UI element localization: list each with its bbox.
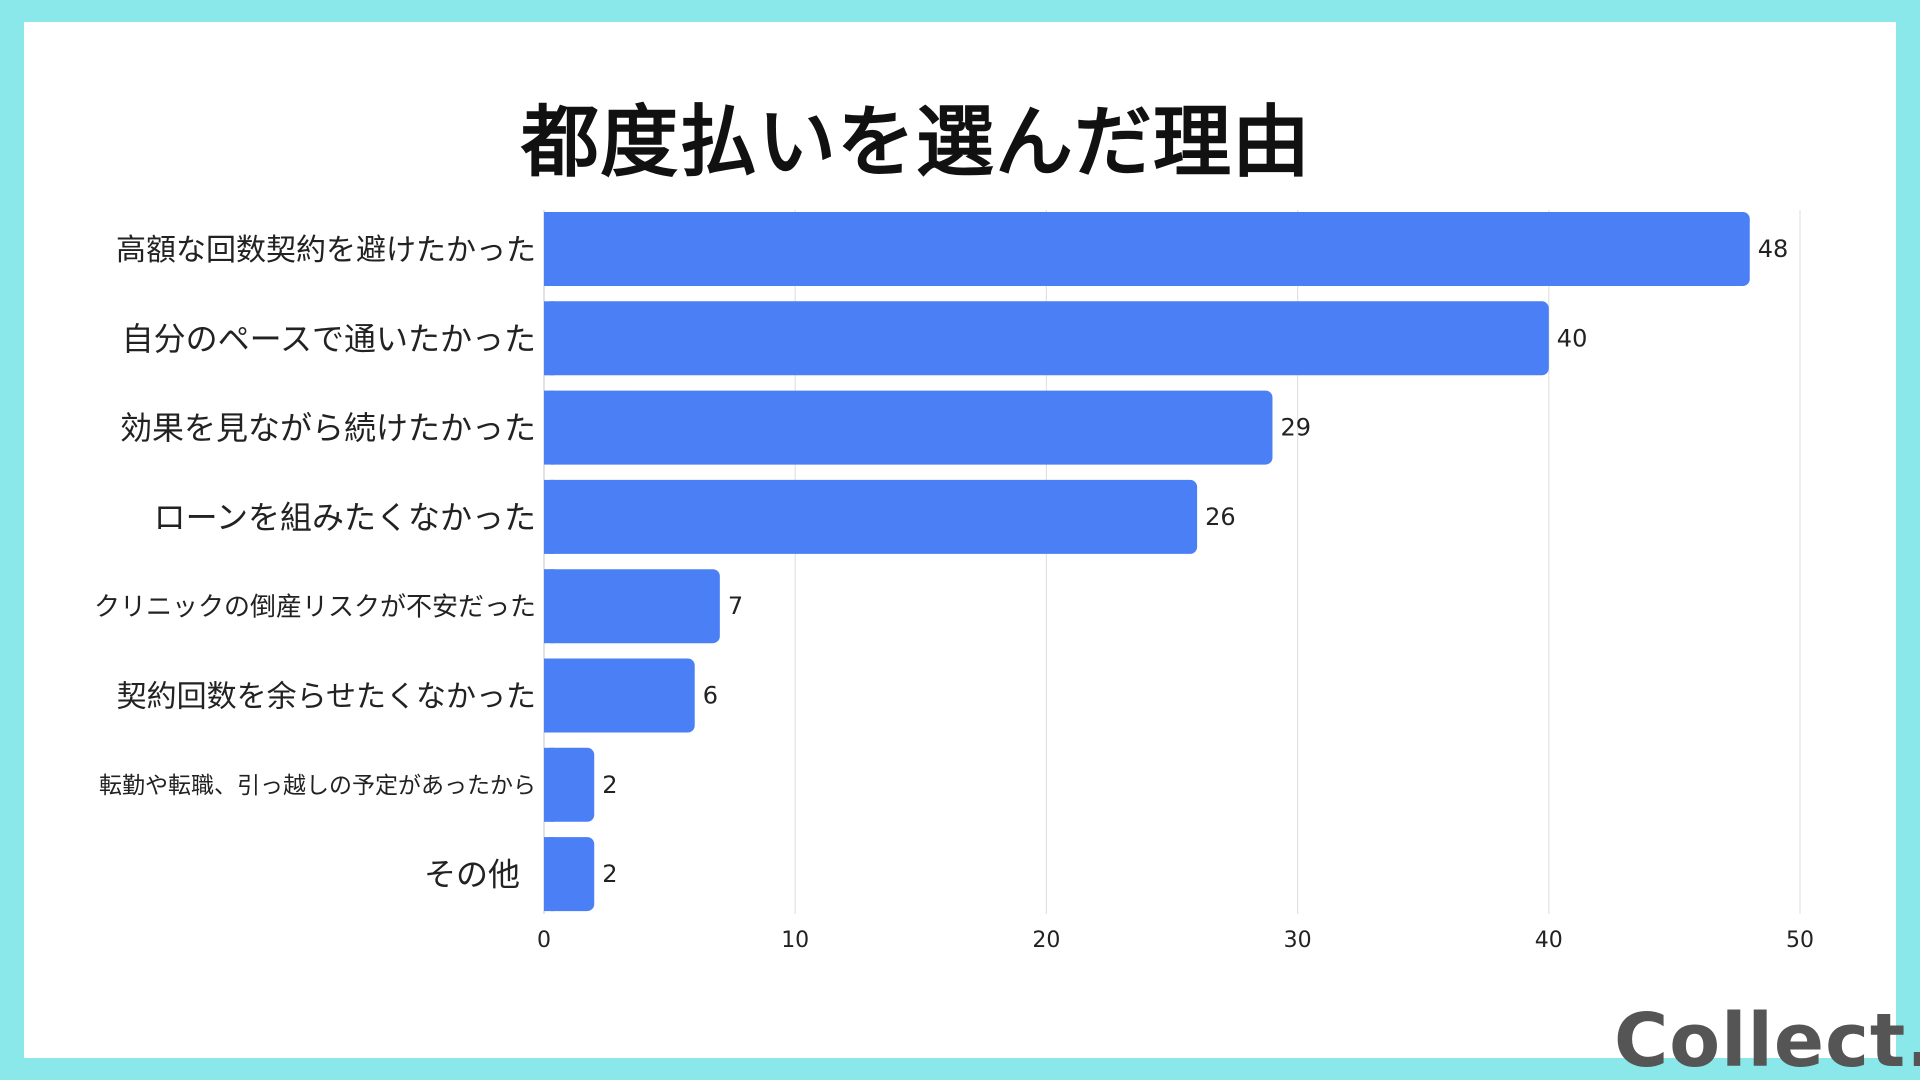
category-label: 自分のペースで通いたかった bbox=[122, 320, 536, 358]
x-tick-label: 10 bbox=[781, 928, 809, 953]
bar bbox=[544, 479, 1198, 554]
category-label: その他 bbox=[424, 856, 520, 894]
data-label: 2 bbox=[602, 860, 617, 888]
bar-left-edge bbox=[544, 569, 554, 644]
category-label: 高額な回数契約を避けたかった bbox=[116, 233, 536, 268]
category-label: クリニックの倒産リスクが不安だった bbox=[94, 593, 536, 623]
data-label: 29 bbox=[1280, 414, 1311, 442]
bar-left-edge bbox=[544, 301, 554, 376]
bar bbox=[544, 569, 720, 644]
data-label: 2 bbox=[602, 771, 617, 799]
collect-logo: Collect. bbox=[1614, 998, 1920, 1080]
category-label: 契約回数を余らせたくなかった bbox=[117, 679, 536, 714]
x-tick-label: 30 bbox=[1284, 928, 1312, 953]
bar-left-edge bbox=[544, 390, 554, 465]
bar bbox=[544, 837, 595, 912]
bar bbox=[544, 390, 1273, 465]
x-tick-label: 20 bbox=[1032, 928, 1060, 953]
x-tick-label: 50 bbox=[1786, 928, 1814, 953]
category-label: ローンを組みたくなかった bbox=[154, 498, 536, 536]
x-tick-label: 0 bbox=[537, 928, 551, 953]
chart-title: 都度払いを選んだ理由 bbox=[520, 98, 1311, 188]
chart-card: 都度払いを選んだ理由 0 10 20 30 40 50 48 高額な回数契約を避けたかった 40… bbox=[24, 22, 1920, 1080]
bar bbox=[544, 658, 695, 733]
bar-left-edge bbox=[544, 212, 554, 286]
x-tick-label: 40 bbox=[1535, 928, 1563, 953]
bar bbox=[544, 747, 595, 822]
data-label: 48 bbox=[1758, 235, 1789, 263]
bar bbox=[544, 301, 1549, 376]
category-label: 効果を見ながら続けたかった bbox=[120, 409, 536, 447]
data-label: 26 bbox=[1205, 503, 1236, 531]
data-label: 6 bbox=[703, 682, 718, 710]
bar bbox=[544, 212, 1750, 286]
bar-left-edge bbox=[544, 837, 554, 912]
bar-left-edge bbox=[544, 658, 554, 733]
data-label: 40 bbox=[1557, 324, 1588, 352]
bar-left-edge bbox=[544, 479, 554, 554]
category-label: 転勤や転職、引っ越しの予定があったから bbox=[99, 773, 536, 799]
data-label: 7 bbox=[728, 592, 743, 620]
bar-left-edge bbox=[544, 747, 554, 822]
bar-chart: 0 10 20 30 40 50 48 高額な回数契約を避けたかった 40 自分のペースで通いたか… bbox=[94, 210, 1814, 953]
